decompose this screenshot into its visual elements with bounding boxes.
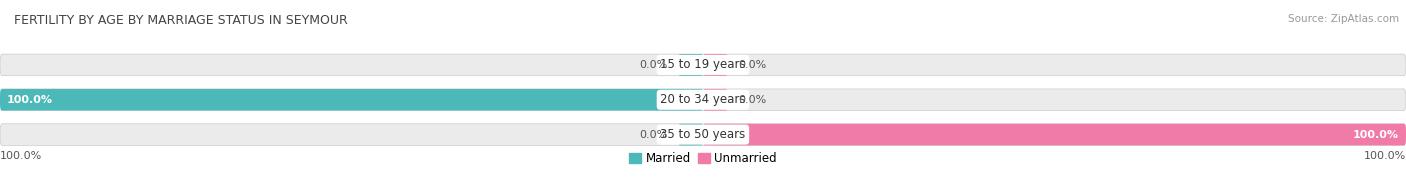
Text: 0.0%: 0.0% (640, 60, 668, 70)
FancyBboxPatch shape (678, 54, 703, 76)
Text: 0.0%: 0.0% (738, 95, 766, 105)
Text: 0.0%: 0.0% (738, 60, 766, 70)
Text: 20 to 34 years: 20 to 34 years (661, 93, 745, 106)
FancyBboxPatch shape (0, 124, 1406, 145)
FancyBboxPatch shape (703, 89, 728, 111)
FancyBboxPatch shape (703, 124, 1406, 145)
Text: 100.0%: 100.0% (1364, 151, 1406, 161)
Text: 100.0%: 100.0% (0, 151, 42, 161)
FancyBboxPatch shape (703, 54, 728, 76)
Text: 15 to 19 years: 15 to 19 years (661, 58, 745, 71)
FancyBboxPatch shape (0, 89, 703, 111)
FancyBboxPatch shape (0, 89, 1406, 111)
Text: 100.0%: 100.0% (1353, 130, 1399, 140)
Text: 35 to 50 years: 35 to 50 years (661, 128, 745, 141)
Legend: Married, Unmarried: Married, Unmarried (628, 152, 778, 165)
Text: FERTILITY BY AGE BY MARRIAGE STATUS IN SEYMOUR: FERTILITY BY AGE BY MARRIAGE STATUS IN S… (14, 14, 347, 27)
Text: 0.0%: 0.0% (640, 130, 668, 140)
Text: 100.0%: 100.0% (7, 95, 53, 105)
FancyBboxPatch shape (0, 54, 1406, 76)
FancyBboxPatch shape (678, 124, 703, 145)
Text: Source: ZipAtlas.com: Source: ZipAtlas.com (1288, 14, 1399, 24)
